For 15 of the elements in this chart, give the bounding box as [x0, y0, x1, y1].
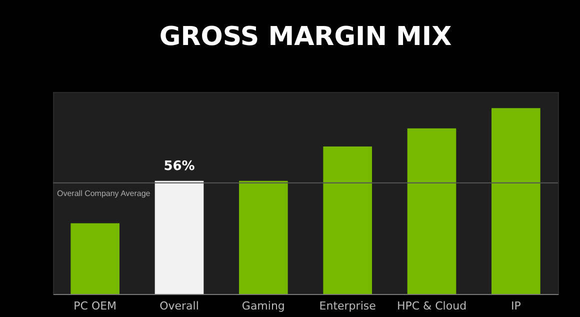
data-label: 56%: [164, 158, 195, 174]
x-tick-label: Enterprise: [319, 300, 376, 312]
bar: [239, 180, 288, 294]
x-tick-label: Gaming: [242, 300, 285, 312]
bar: [70, 223, 120, 294]
ref-line-label: Overall Company Average: [57, 188, 151, 198]
x-tick-label: IP: [510, 300, 522, 312]
bar: [492, 108, 540, 294]
bar: [407, 128, 456, 294]
x-tick-label: HPC & Cloud: [396, 300, 467, 312]
chart-title: GROSS MARGIN MIX: [159, 22, 452, 52]
x-tick-label: Overall: [160, 300, 199, 312]
bar: [323, 146, 372, 294]
bar: [154, 180, 204, 294]
x-tick-label: PC OEM: [74, 300, 117, 312]
